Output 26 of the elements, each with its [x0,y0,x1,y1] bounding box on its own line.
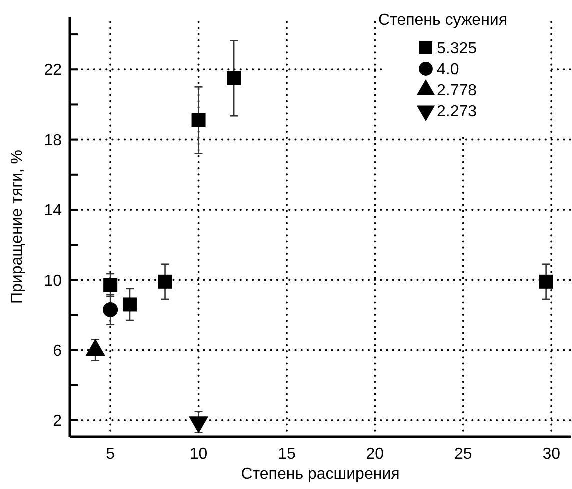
legend-label: 5.325 [437,40,478,58]
y-axis-title: Приращение тяги, % [9,150,26,304]
x-tick-label: 15 [278,446,296,463]
point [103,302,118,318]
y-tick-label: 6 [53,342,62,360]
y-tick-label: 2 [53,413,62,430]
y-tick-label: 22 [44,62,62,80]
point [122,298,137,312]
point [158,274,172,289]
legend-label: 2.273 [437,104,478,121]
point [104,278,118,292]
y-tick-label: 18 [44,132,62,150]
x-tick-label: 5 [106,446,116,463]
legend-label: 2.778 [437,82,478,100]
point [539,274,554,289]
y-tick-label: 14 [44,202,62,220]
x-axis-title: Степень расширения [241,466,400,483]
x-tick-label: 10 [190,446,208,463]
y-tick-label: 10 [44,272,62,290]
legend-label: 4.0 [437,62,460,79]
x-tick-label: 25 [454,446,472,463]
x-tick-label: 30 [542,446,561,463]
point [192,114,206,128]
legend-title: Степень сужения [378,12,508,29]
point [227,71,242,86]
x-tick-label: 20 [366,446,384,463]
